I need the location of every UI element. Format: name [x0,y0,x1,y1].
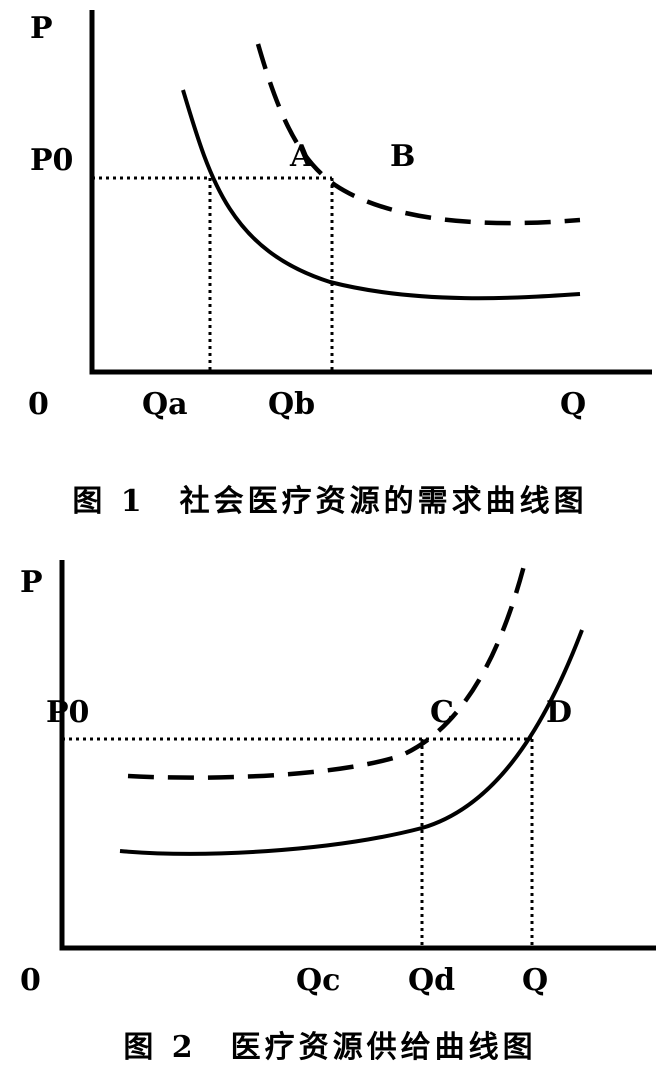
qc-label: Qc [296,963,340,998]
point-c-label: C [430,695,454,730]
supply-axes [59,560,656,951]
p0-label: P0 [30,143,73,178]
p-axis-label: P [30,11,53,46]
point-a-label: A [289,139,314,174]
qb-label: Qb [268,387,315,422]
origin-label: 0 [28,387,49,422]
demand-axes [89,10,652,375]
shifted-supply-curve [127,557,529,780]
original-supply-curve [119,629,584,856]
figure1-caption: 图 1 社会医疗资源的需求曲线图 [72,484,588,519]
point-b-label: B [390,139,415,174]
demand-curve-diagram: P P0 0 Qa Qb Q A B [28,10,652,422]
figure2-caption: 图 2 医疗资源供给曲线图 [123,1030,537,1065]
q-axis-label: Q [560,387,586,422]
shifted-demand-curve [255,43,581,226]
q-axis-label: Q [522,963,548,998]
demand-curve-figure: P P0 0 Qa Qb Q A B [0,0,660,470]
supply-curve-figure: P P0 0 Qc Qd Q C D [0,540,660,1010]
p0-label: P0 [46,695,89,730]
origin-label: 0 [20,963,41,998]
p-axis-label: P [20,565,43,600]
point-d-label: D [546,695,572,730]
qa-label: Qa [142,387,188,422]
qd-label: Qd [408,963,455,998]
original-demand-curve [181,89,581,301]
supply-curve-diagram: P P0 0 Qc Qd Q C D [20,557,656,998]
